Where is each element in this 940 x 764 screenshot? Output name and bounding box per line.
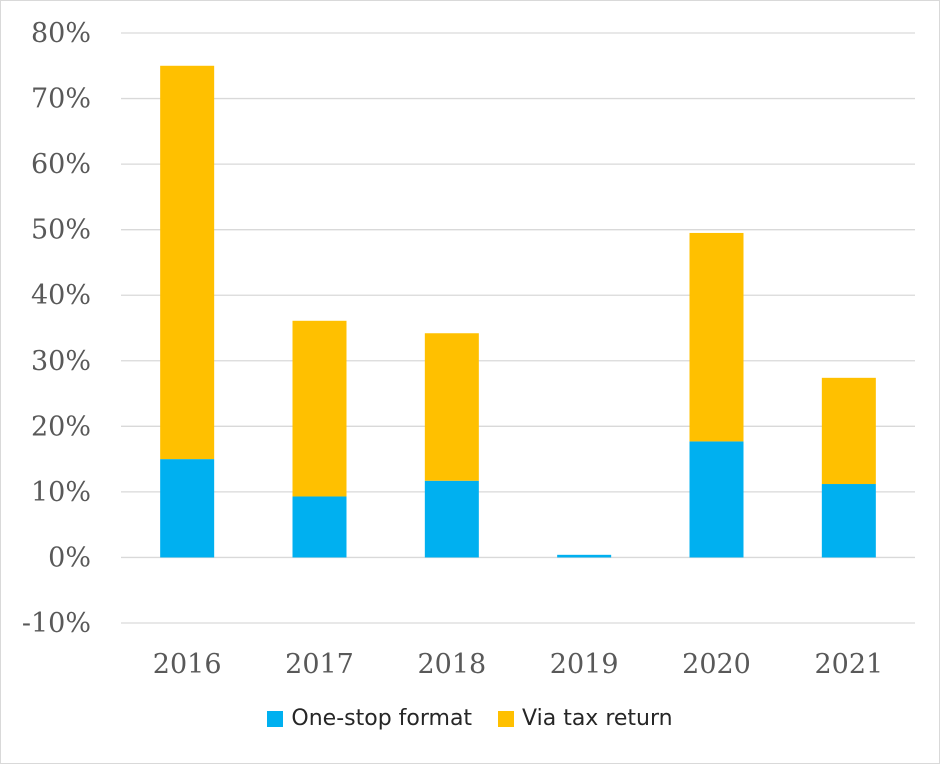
legend-label-tax-return: Via tax return xyxy=(522,706,673,731)
y-tick-label: 0% xyxy=(48,542,91,573)
y-tick-label: 10% xyxy=(31,477,91,508)
legend-swatch-tax-return xyxy=(498,710,515,727)
y-tick-label: 80% xyxy=(31,18,91,49)
y-tick-label: -10% xyxy=(22,608,91,639)
bar-tax-return xyxy=(160,65,215,460)
bar-one-stop xyxy=(689,441,744,558)
bar-tax-return xyxy=(292,320,347,497)
x-tick-label: 2021 xyxy=(814,649,883,680)
legend-item-tax-return: Via tax return xyxy=(498,706,673,731)
x-tick-label: 2020 xyxy=(682,649,751,680)
legend: One-stop format Via tax return xyxy=(1,706,939,731)
x-tick-label: 2017 xyxy=(285,649,354,680)
legend-label-one-stop: One-stop format xyxy=(291,706,473,731)
y-tick-label: 20% xyxy=(31,411,91,442)
bar-one-stop xyxy=(557,554,612,558)
x-tick-label: 2018 xyxy=(417,649,486,680)
bar-one-stop xyxy=(424,480,479,558)
bar-one-stop xyxy=(821,484,876,558)
y-tick-label: 30% xyxy=(31,346,91,377)
x-tick-label: 2016 xyxy=(153,649,222,680)
bar-one-stop xyxy=(160,459,215,558)
y-tick-label: 70% xyxy=(31,84,91,115)
stacked-bar-chart: -10% 0% 10% 20% 30% 40% 50% 60% 70% 80% 2016 2017 20… xyxy=(22,18,915,680)
legend-item-one-stop: One-stop format xyxy=(267,706,472,731)
bar-tax-return xyxy=(424,333,479,481)
y-tick-label: 60% xyxy=(31,149,91,180)
bar-tax-return xyxy=(689,232,744,442)
x-tick-label: 2019 xyxy=(550,649,619,680)
y-tick-label: 50% xyxy=(31,215,91,246)
bar-tax-return xyxy=(821,377,876,485)
y-tick-label: 40% xyxy=(31,280,91,311)
bar-one-stop xyxy=(292,496,347,558)
legend-swatch-one-stop xyxy=(267,710,284,727)
